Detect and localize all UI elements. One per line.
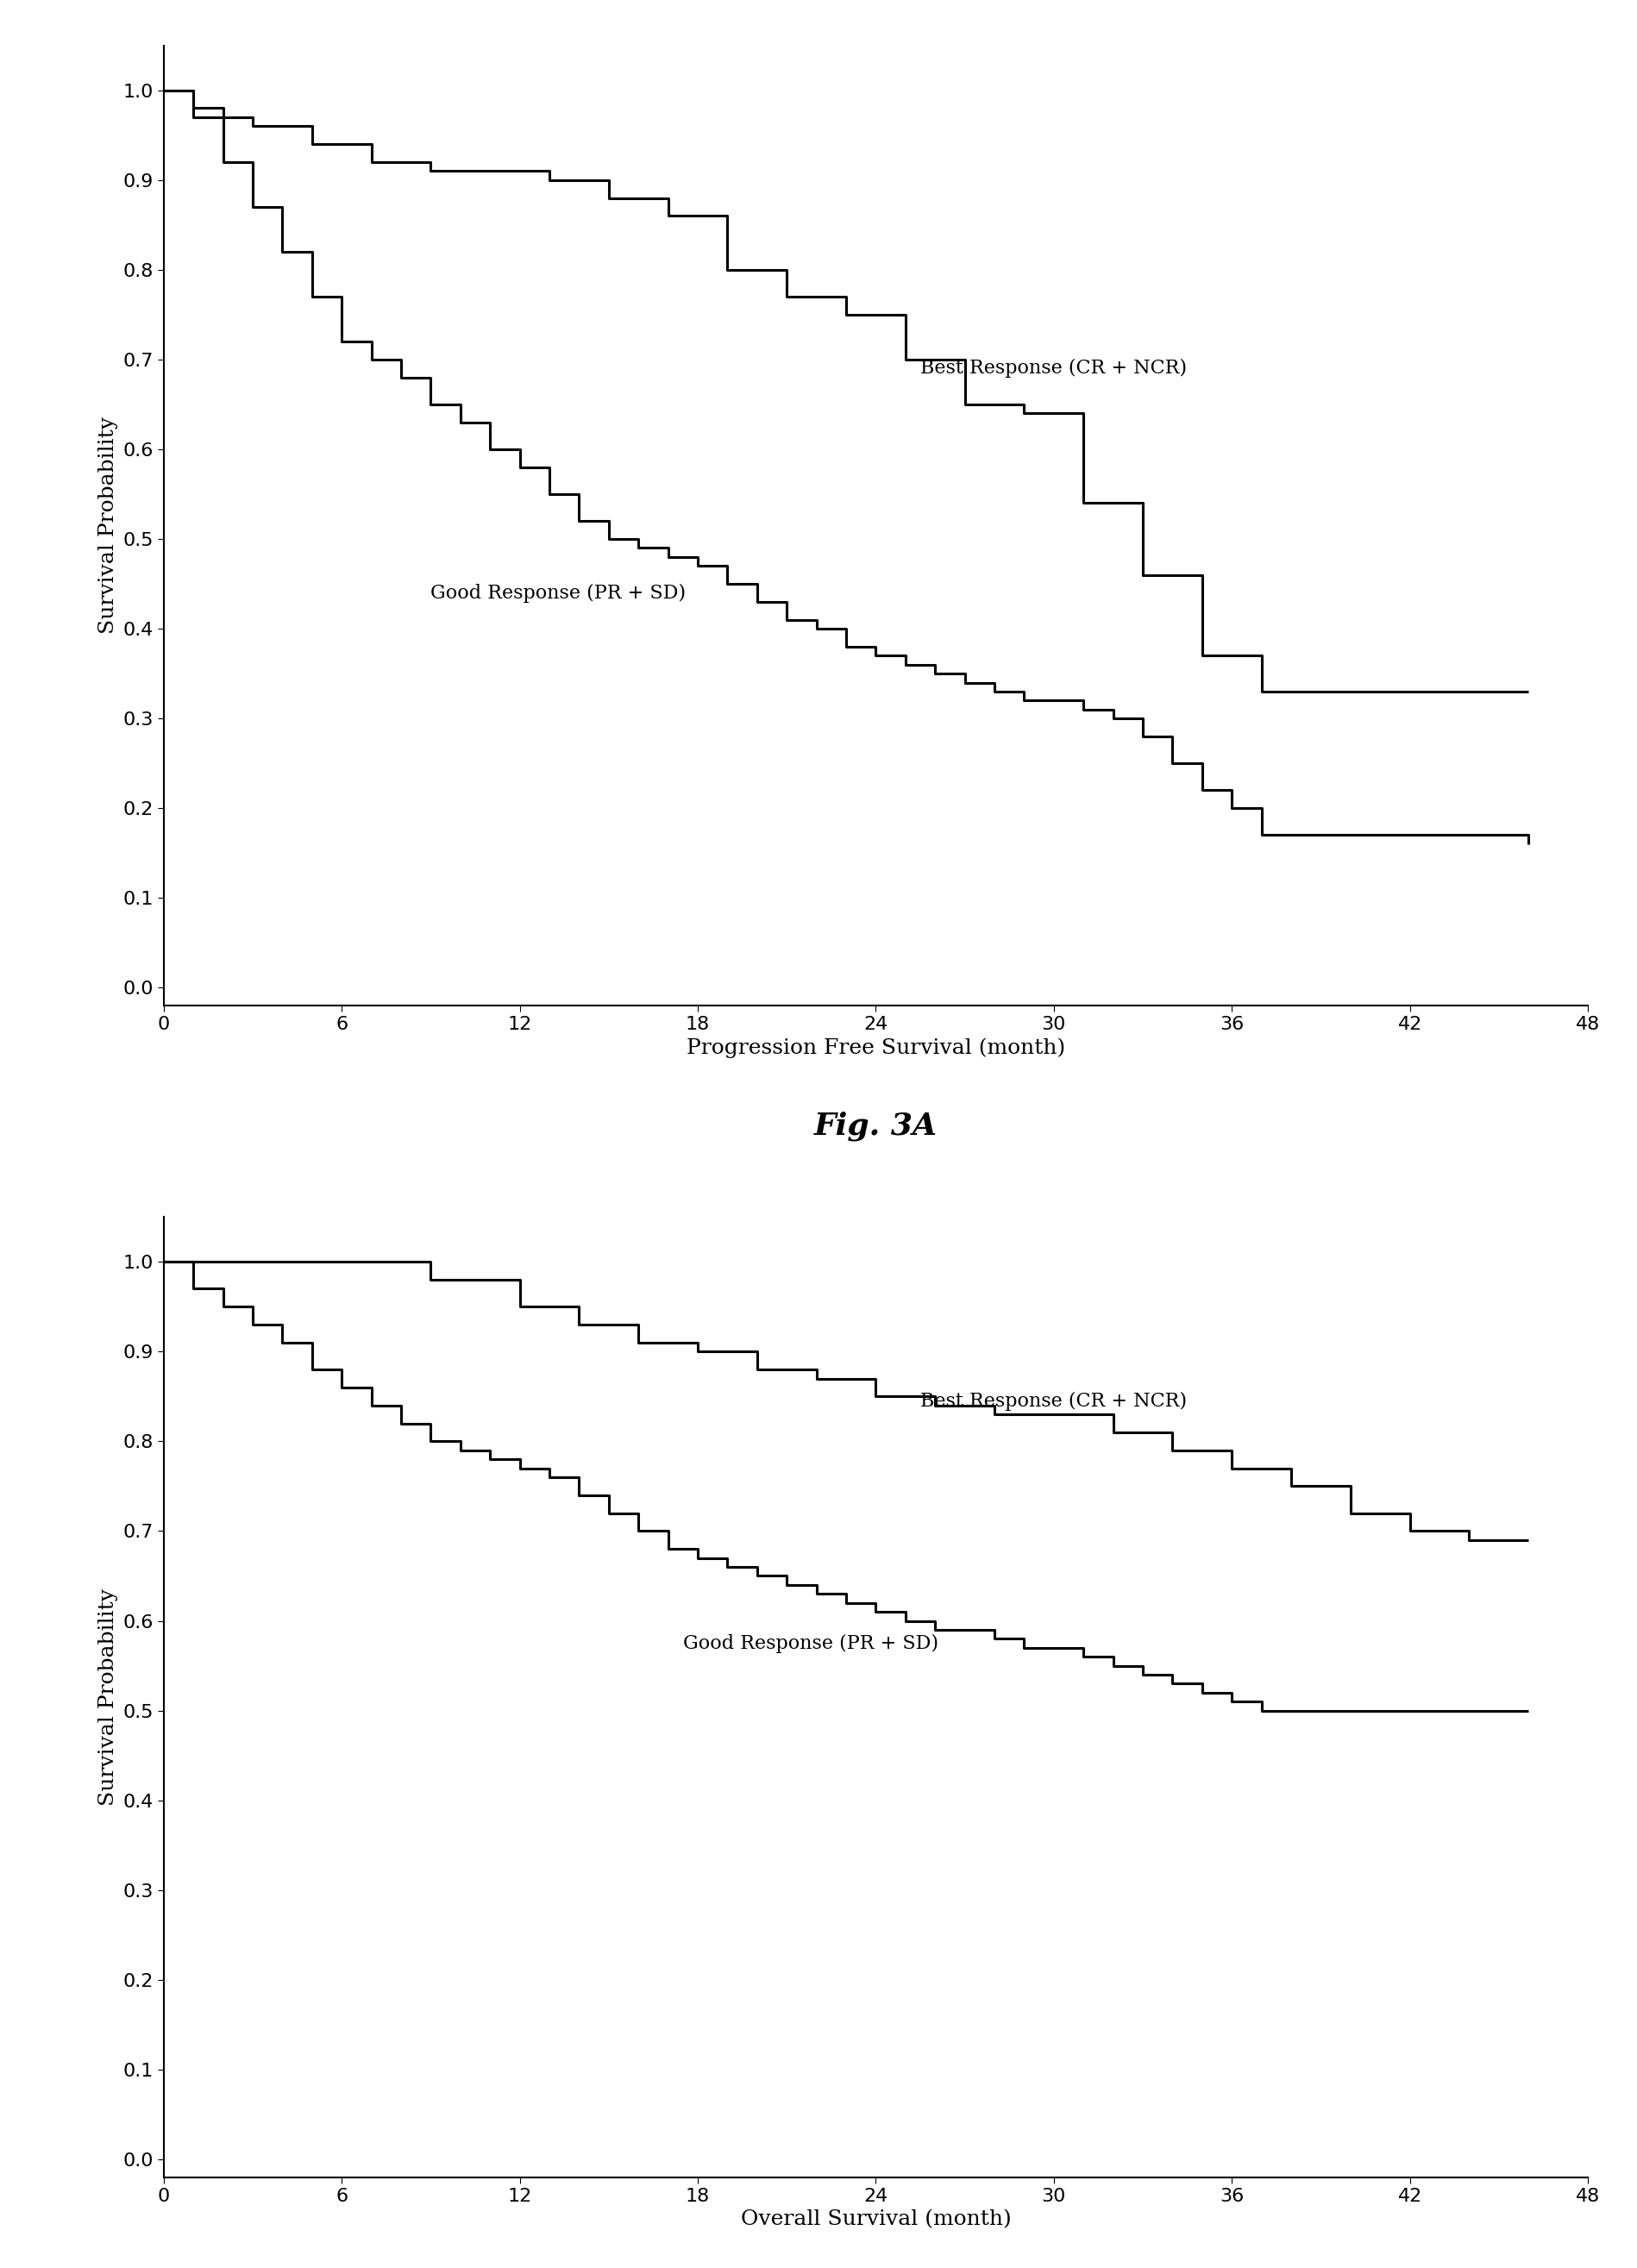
Y-axis label: Survival Probability: Survival Probability xyxy=(98,417,118,635)
Y-axis label: Survival Probability: Survival Probability xyxy=(98,1588,118,1805)
X-axis label: Overall Survival (month): Overall Survival (month) xyxy=(740,2209,1012,2229)
Text: Fig. 3A: Fig. 3A xyxy=(814,1111,938,1141)
Text: Best Response (CR + NCR): Best Response (CR + NCR) xyxy=(920,358,1187,379)
Text: Best Response (CR + NCR): Best Response (CR + NCR) xyxy=(920,1390,1187,1411)
Text: Good Response (PR + SD): Good Response (PR + SD) xyxy=(431,583,686,603)
X-axis label: Progression Free Survival (month): Progression Free Survival (month) xyxy=(686,1039,1066,1059)
Text: Good Response (PR + SD): Good Response (PR + SD) xyxy=(683,1633,938,1653)
